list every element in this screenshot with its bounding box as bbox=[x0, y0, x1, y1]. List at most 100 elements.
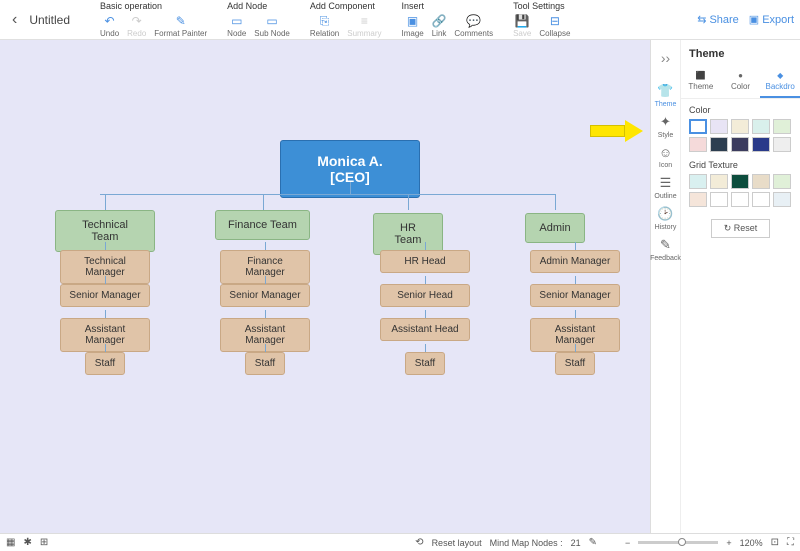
reset-layout-icon[interactable]: ⟲ bbox=[415, 537, 423, 548]
connector-line bbox=[575, 242, 576, 250]
color-swatch[interactable] bbox=[689, 119, 707, 134]
toolbar-item-label: Save bbox=[513, 29, 531, 38]
share-icon: ⇆ bbox=[697, 13, 706, 26]
toolbar-item-label: Undo bbox=[100, 29, 119, 38]
fit-icon[interactable]: ⊡ bbox=[771, 537, 779, 548]
arrow-annotation bbox=[590, 120, 645, 142]
grid-swatch[interactable] bbox=[731, 174, 749, 189]
toolbar-comments[interactable]: 💬Comments bbox=[454, 14, 493, 38]
sb-icon-1[interactable]: ▦ bbox=[6, 537, 15, 548]
side-tab-feedback[interactable]: ✎Feedback bbox=[650, 234, 681, 265]
connector-line bbox=[105, 194, 106, 210]
reset-layout-label[interactable]: Reset layout bbox=[432, 538, 482, 548]
zoom-value: 120% bbox=[740, 538, 763, 548]
grid-swatch[interactable] bbox=[752, 174, 770, 189]
color-swatch[interactable] bbox=[752, 137, 770, 152]
toolbar-collapse[interactable]: ⊟Collapse bbox=[539, 14, 570, 38]
toolbar-format-painter[interactable]: ✎Format Painter bbox=[154, 14, 207, 38]
grid-swatch[interactable] bbox=[710, 174, 728, 189]
org-node[interactable]: Admin Manager bbox=[530, 250, 620, 273]
org-node[interactable]: Senior Head bbox=[380, 284, 470, 307]
org-node[interactable]: Assistant Head bbox=[380, 318, 470, 341]
connector-line bbox=[100, 194, 555, 195]
sb-icon-2[interactable]: ✱ bbox=[23, 537, 31, 548]
org-node[interactable]: Admin bbox=[525, 213, 585, 243]
link-icon: 🔗 bbox=[432, 14, 446, 28]
org-node[interactable]: Finance Team bbox=[215, 210, 310, 240]
grid-swatch[interactable] bbox=[773, 174, 791, 189]
org-node[interactable]: Senior Manager bbox=[220, 284, 310, 307]
org-node[interactable]: Senior Manager bbox=[530, 284, 620, 307]
color-swatch[interactable] bbox=[731, 119, 749, 134]
undo-icon: ↶ bbox=[103, 14, 117, 28]
zoom-in[interactable]: + bbox=[726, 538, 731, 548]
sb-icon-3[interactable]: ⊞ bbox=[40, 537, 48, 548]
grid-swatch[interactable] bbox=[731, 192, 749, 207]
back-button[interactable]: ‹ bbox=[8, 11, 21, 29]
side-tab-theme[interactable]: 👕Theme bbox=[650, 80, 681, 111]
right-side-tabs: ›› 👕Theme✦Style☺Icon☰Outline🕑History✎Fee… bbox=[651, 40, 681, 533]
toolbar-node[interactable]: ▭Node bbox=[227, 14, 246, 38]
theme-tab-backdro[interactable]: ◆Backdro bbox=[760, 66, 800, 98]
toolbar-undo[interactable]: ↶Undo bbox=[100, 14, 119, 38]
toolbar-save[interactable]: 💾Save bbox=[513, 14, 531, 38]
backdro-tab-icon: ◆ bbox=[777, 71, 783, 80]
side-tab-history[interactable]: 🕑History bbox=[650, 203, 681, 234]
top-toolbar: ‹ Untitled Basic operation↶Undo↷Redo✎For… bbox=[0, 0, 800, 40]
connector-line bbox=[425, 344, 426, 352]
org-node[interactable]: Staff bbox=[85, 352, 125, 375]
color-swatch[interactable] bbox=[773, 137, 791, 152]
connector-line bbox=[350, 182, 351, 194]
share-button[interactable]: ⇆Share bbox=[697, 13, 739, 26]
grid-swatch[interactable] bbox=[752, 192, 770, 207]
zoom-slider[interactable] bbox=[638, 541, 718, 544]
grid-swatch[interactable] bbox=[773, 192, 791, 207]
toolbar-redo[interactable]: ↷Redo bbox=[127, 14, 146, 38]
toolbar-group-label: Add Node bbox=[227, 1, 290, 11]
color-swatch[interactable] bbox=[752, 119, 770, 134]
side-tab-outline[interactable]: ☰Outline bbox=[650, 172, 681, 203]
connector-line bbox=[105, 310, 106, 318]
collapse-panel-button[interactable]: ›› bbox=[657, 46, 674, 70]
toolbar-item-label: Node bbox=[227, 29, 246, 38]
color-swatch[interactable] bbox=[731, 137, 749, 152]
canvas[interactable]: Monica A. [CEO]Technical TeamFinance Tea… bbox=[0, 40, 650, 533]
org-node[interactable]: HR Head bbox=[380, 250, 470, 273]
org-node[interactable]: Senior Manager bbox=[60, 284, 150, 307]
connector-line bbox=[575, 276, 576, 284]
toolbar-relation[interactable]: ⎘Relation bbox=[310, 14, 339, 38]
export-button[interactable]: ▣Export bbox=[749, 13, 794, 26]
org-node[interactable]: HR Team bbox=[373, 213, 443, 255]
toolbar-sub-node[interactable]: ▭Sub Node bbox=[254, 14, 290, 38]
side-tab-label: Outline bbox=[654, 193, 676, 200]
theme-tab-icon: ⬛ bbox=[696, 71, 706, 80]
theme-icon: 👕 bbox=[657, 83, 673, 99]
fullscreen-icon[interactable]: ⛶ bbox=[787, 537, 794, 548]
org-node[interactable]: Staff bbox=[405, 352, 445, 375]
theme-tab-theme[interactable]: ⬛Theme bbox=[681, 66, 721, 98]
color-swatch[interactable] bbox=[689, 137, 707, 152]
toolbar-summary[interactable]: ≡Summary bbox=[347, 14, 381, 38]
connector-line bbox=[265, 276, 266, 284]
color-swatch[interactable] bbox=[710, 119, 728, 134]
org-node[interactable]: Staff bbox=[555, 352, 595, 375]
zoom-out[interactable]: − bbox=[625, 538, 630, 548]
color-swatch[interactable] bbox=[773, 119, 791, 134]
org-node[interactable]: Staff bbox=[245, 352, 285, 375]
edit-icon[interactable]: ✎ bbox=[589, 537, 597, 548]
feedback-icon: ✎ bbox=[660, 237, 671, 253]
toolbar-item-label: Image bbox=[401, 29, 423, 38]
grid-swatch[interactable] bbox=[689, 174, 707, 189]
reset-button[interactable]: ↻ Reset bbox=[711, 219, 771, 238]
side-tab-icon[interactable]: ☺Icon bbox=[650, 142, 681, 172]
toolbar-item-label: Sub Node bbox=[254, 29, 290, 38]
document-title[interactable]: Untitled bbox=[29, 13, 70, 27]
side-tab-style[interactable]: ✦Style bbox=[650, 111, 681, 142]
toolbar-link[interactable]: 🔗Link bbox=[432, 14, 447, 38]
grid-swatch[interactable] bbox=[689, 192, 707, 207]
color-swatch[interactable] bbox=[710, 137, 728, 152]
toolbar-image[interactable]: ▣Image bbox=[401, 14, 423, 38]
theme-tab-color[interactable]: ●Color bbox=[721, 66, 761, 98]
connector-line bbox=[575, 310, 576, 318]
grid-swatch[interactable] bbox=[710, 192, 728, 207]
